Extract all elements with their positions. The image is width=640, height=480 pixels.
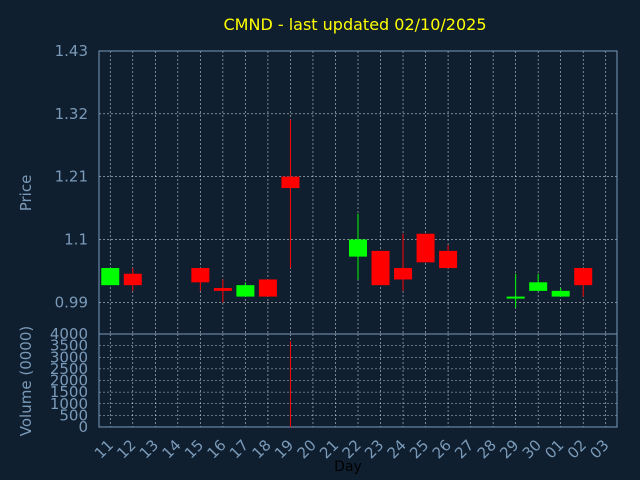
price-tick-label: 1.43 — [55, 42, 88, 60]
candle-body — [551, 290, 570, 297]
candle-body — [439, 250, 458, 269]
volume-tick-label: 3500 — [50, 337, 88, 355]
candle-body — [506, 296, 525, 299]
price-tick-label: 1.1 — [64, 230, 88, 248]
volume-tick-label: 1500 — [50, 383, 88, 401]
candle-body — [236, 285, 255, 297]
candles-group — [101, 119, 593, 309]
candle-body — [574, 268, 593, 286]
volume-tick-label: 0 — [78, 418, 88, 436]
price-panel-grid — [99, 50, 617, 334]
volume-tick-label: 2500 — [50, 360, 88, 378]
volume-tick-label: 1000 — [50, 395, 88, 413]
candle-body — [394, 268, 413, 280]
volume-axis-label: Volume (0000) — [17, 326, 35, 436]
candle-body — [371, 250, 390, 286]
volume-tick-label: 4000 — [50, 325, 88, 343]
candle-body — [123, 273, 142, 286]
candle-body — [101, 268, 120, 286]
volume-tick-label: 3000 — [50, 348, 88, 366]
candle-body — [416, 233, 435, 263]
volume-panel-grid — [99, 333, 617, 428]
candle-body — [281, 176, 300, 189]
volume-tick-label: 2000 — [50, 372, 88, 390]
y-tick-labels: 0.991.11.211.321.43050010001500200025003… — [50, 42, 88, 436]
candle-body — [213, 288, 232, 291]
volume-panel-frame — [98, 333, 618, 428]
price-tick-label: 1.32 — [55, 105, 88, 123]
volume-panel — [98, 333, 618, 428]
candle-body — [258, 279, 277, 297]
candle-body — [191, 268, 210, 283]
price-axis-label: Price — [17, 175, 35, 212]
price-tick-label: 0.99 — [55, 293, 88, 311]
candle-body — [349, 239, 367, 257]
price-tick-label: 1.21 — [55, 168, 88, 186]
volume-tick-label: 500 — [59, 406, 88, 424]
chart-title: CMND - last updated 02/10/2025 — [224, 15, 487, 34]
candle-body — [529, 282, 548, 291]
x-tick-label: 03 — [586, 436, 612, 462]
x-axis-label: Day — [334, 459, 362, 475]
